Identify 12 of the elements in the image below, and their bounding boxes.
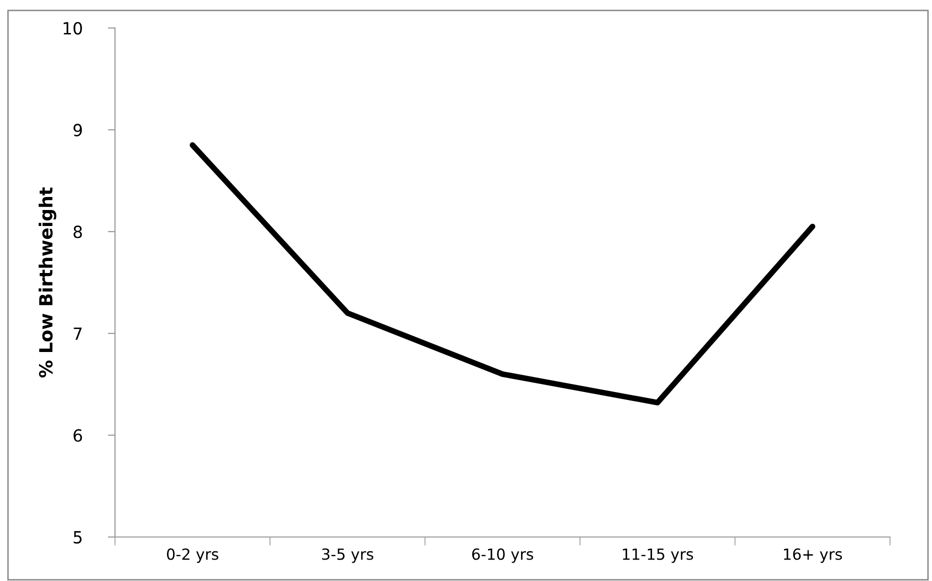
y-tick-label: 8 bbox=[74, 226, 82, 238]
y-tick-label: 10 bbox=[64, 22, 82, 35]
x-tick-label: 11-15 yrs bbox=[622, 548, 694, 563]
x-tick-label: 6-10 yrs bbox=[472, 548, 534, 563]
y-axis-title: % Low Birthweight bbox=[38, 187, 56, 378]
y-tick-label: 7 bbox=[74, 328, 82, 340]
y-tick-label: 9 bbox=[74, 124, 82, 136]
x-tick-label: 16+ yrs bbox=[784, 548, 842, 563]
y-tick-label: 6 bbox=[74, 429, 82, 442]
x-tick-label: 0-2 yrs bbox=[166, 548, 218, 563]
x-tick-label: 3-5 yrs bbox=[322, 548, 374, 563]
y-tick-label: 5 bbox=[74, 531, 82, 544]
